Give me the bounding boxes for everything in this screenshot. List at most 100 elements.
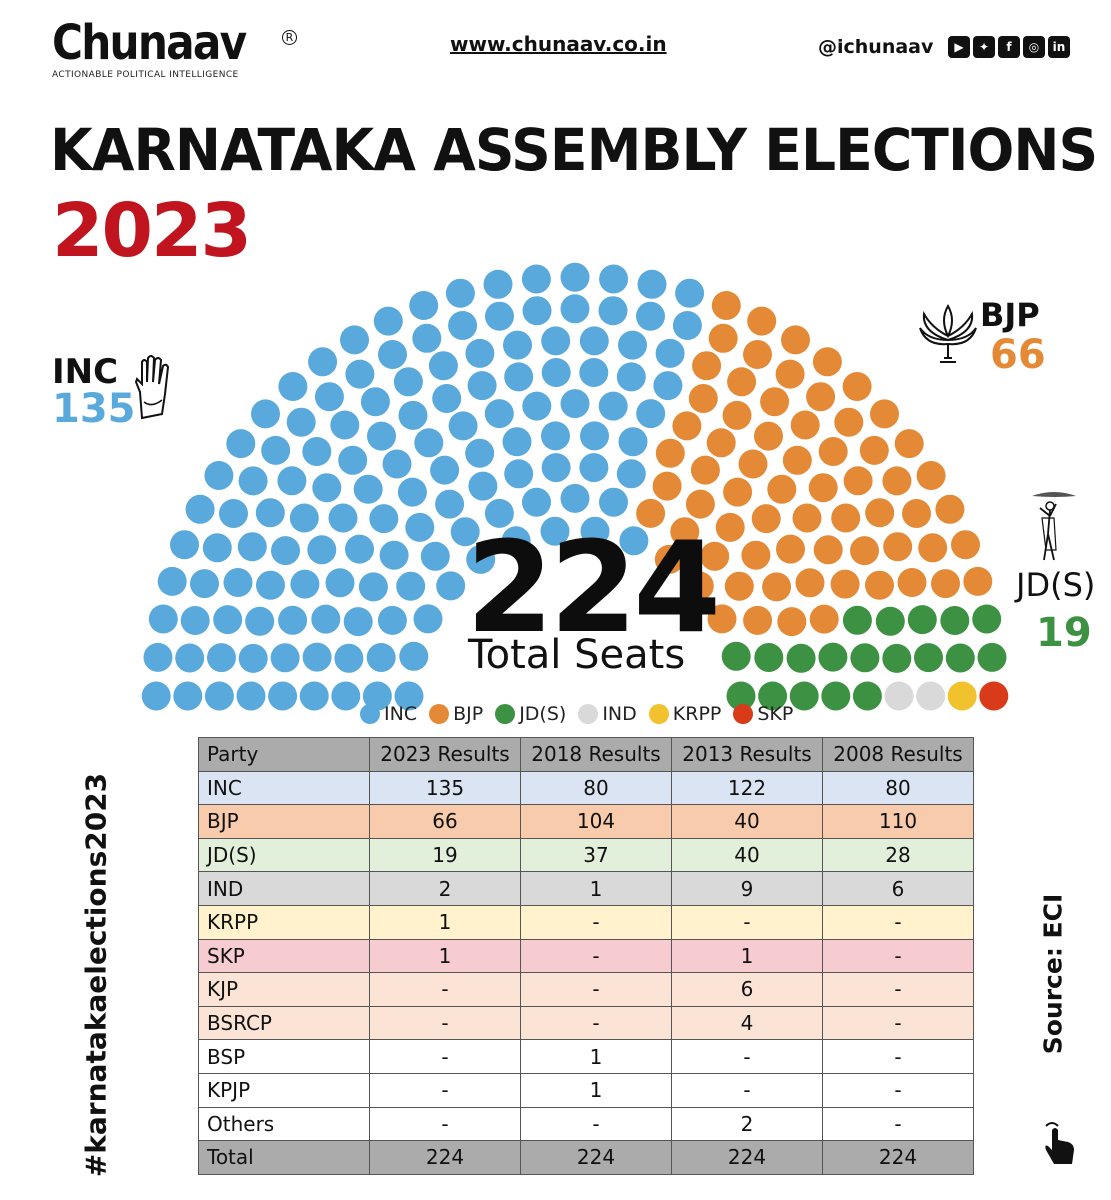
- party-cell: KPJP: [198, 1072, 370, 1108]
- seat-dot-bjp: [782, 445, 812, 475]
- seat-dot-bjp: [711, 291, 741, 320]
- seat-dot-inc: [238, 466, 268, 496]
- seat-dot-bjp: [902, 499, 931, 528]
- column-header: 2013 Results: [671, 737, 823, 772]
- hand-symbol-icon: [134, 355, 170, 420]
- jds-callout-name: JD(S): [1016, 566, 1096, 604]
- seat-dot-inc: [338, 445, 368, 475]
- result-cell: -: [520, 1106, 672, 1142]
- legend-swatch: [733, 704, 754, 724]
- seat-dot-inc: [503, 330, 532, 360]
- seat-dot-bjp: [754, 421, 783, 451]
- seat-dot-bjp: [684, 571, 714, 601]
- result-cell: 1: [520, 1072, 672, 1108]
- result-cell: -: [520, 972, 672, 1007]
- seat-dot-inc: [579, 358, 609, 387]
- result-cell: 1: [369, 938, 521, 974]
- seat-dot-bjp: [795, 568, 825, 598]
- seat-dot-inc: [414, 428, 444, 458]
- seat-dot-inc: [428, 351, 458, 381]
- registered-mark: R: [282, 30, 297, 45]
- seat-dot-inc: [278, 372, 308, 401]
- seat-dot-inc: [360, 387, 390, 417]
- seat-dot-inc: [382, 449, 412, 479]
- seat-dot-bjp: [859, 435, 889, 465]
- seat-dot-jds: [721, 641, 751, 671]
- seat-dot-inc: [237, 532, 267, 562]
- farmer-symbol-icon: [1032, 492, 1076, 561]
- hashtag-label: #karnatakaelections2023: [79, 772, 113, 1178]
- seat-dot-jds: [977, 642, 1007, 672]
- seat-dot-inc: [655, 338, 685, 368]
- seat-dot-inc: [204, 681, 234, 711]
- party-cell: IND: [198, 871, 370, 906]
- seat-dot-jds: [818, 642, 848, 672]
- result-cell: 224: [369, 1140, 521, 1175]
- seat-dot-jds: [972, 604, 1002, 634]
- seat-dot-inc: [468, 471, 498, 501]
- party-cell: KRPP: [198, 904, 370, 940]
- result-cell: -: [520, 904, 672, 940]
- seat-dot-inc: [619, 526, 649, 556]
- seat-dot-inc: [180, 606, 210, 635]
- legend-swatch: [495, 704, 516, 724]
- seat-dot-inc: [599, 487, 628, 517]
- instagram-icon[interactable]: ◎: [1023, 36, 1045, 58]
- seat-dot-inc: [483, 269, 513, 299]
- table-row: KRPP 1- - -: [198, 904, 974, 940]
- seat-dot-inc: [271, 536, 300, 566]
- parliament-chart: [141, 262, 1009, 711]
- seat-dot-bjp: [963, 566, 993, 596]
- seat-dot-inc: [207, 643, 236, 673]
- seat-dot-krpp: [947, 681, 977, 711]
- legend-swatch: [360, 704, 380, 724]
- result-cell: 135: [369, 770, 521, 806]
- seat-dot-bjp: [894, 429, 924, 459]
- seat-dot-jds: [758, 681, 788, 711]
- seat-dot-inc: [616, 362, 646, 392]
- seat-dot-ind: [916, 681, 946, 711]
- youtube-icon[interactable]: ▶: [948, 36, 970, 58]
- seat-dot-inc: [302, 642, 332, 672]
- result-cell: 4: [671, 1005, 823, 1041]
- seat-dot-bjp: [792, 503, 822, 533]
- seat-dot-inc: [261, 435, 291, 465]
- seat-dot-inc: [302, 437, 332, 466]
- seat-dot-inc: [377, 605, 407, 635]
- seat-dot-bjp: [790, 410, 820, 440]
- seat-dot-jds: [786, 643, 816, 673]
- facebook-icon[interactable]: f: [998, 36, 1020, 58]
- seat-dot-inc: [394, 681, 424, 711]
- seat-dot-bjp: [743, 340, 772, 369]
- table-row: BSRCP - -4-: [198, 1005, 974, 1041]
- seat-dot-inc: [141, 681, 171, 711]
- seat-dot-inc: [540, 516, 570, 546]
- result-cell: -: [822, 1106, 974, 1142]
- seat-dot-inc: [143, 642, 173, 672]
- linkedin-icon[interactable]: in: [1048, 36, 1070, 58]
- seat-dot-inc: [173, 681, 203, 711]
- seat-dot-inc: [223, 568, 253, 597]
- result-cell: 1: [520, 871, 672, 906]
- seat-dot-inc: [541, 453, 571, 483]
- seat-dot-inc: [397, 477, 427, 507]
- seat-dot-inc: [334, 643, 364, 673]
- seat-dot-inc: [367, 421, 396, 451]
- seat-dot-bjp: [818, 437, 848, 466]
- website-link[interactable]: www.chunaav.co.in: [450, 32, 667, 56]
- result-cell: 104: [520, 804, 672, 839]
- legend-label: INC: [384, 703, 418, 725]
- result-cell: 66: [369, 804, 521, 839]
- party-cell: BSP: [198, 1039, 370, 1074]
- seat-dot-bjp: [685, 489, 715, 519]
- seat-dot-bjp: [692, 351, 722, 381]
- seat-dot-inc: [445, 278, 475, 308]
- seat-dot-inc: [226, 429, 256, 459]
- seat-dot-inc: [219, 499, 248, 528]
- seat-dot-bjp: [951, 530, 980, 560]
- twitter-icon[interactable]: ✦: [973, 36, 995, 58]
- table-total-row: Total 224 224 224 224: [198, 1140, 974, 1175]
- seat-dot-inc: [405, 512, 435, 542]
- seat-dot-bjp: [700, 541, 730, 571]
- table-row: BJP 66 104 40 110: [198, 804, 974, 839]
